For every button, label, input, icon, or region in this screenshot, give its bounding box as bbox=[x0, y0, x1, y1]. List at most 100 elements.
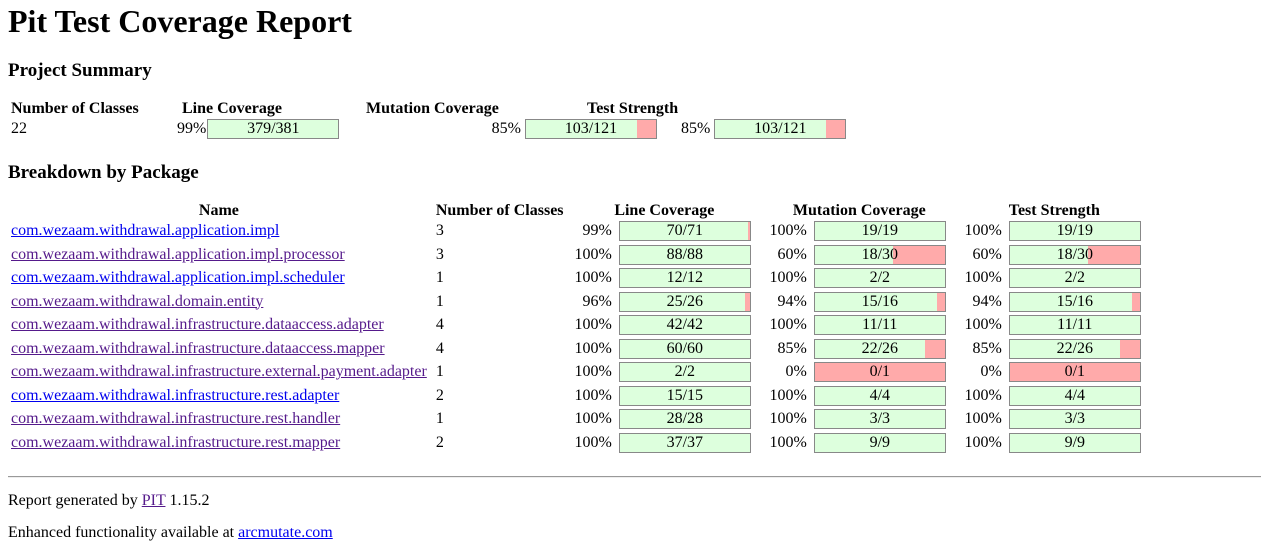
enhanced-text: Enhanced functionality available at bbox=[8, 524, 239, 541]
package-link[interactable]: com.wezaam.withdrawal.domain.entity bbox=[11, 292, 264, 310]
package-link[interactable]: com.wezaam.withdrawal.infrastructure.res… bbox=[11, 433, 341, 451]
package-row: com.wezaam.withdrawal.infrastructure.dat… bbox=[8, 315, 1152, 339]
package-classes: 2 bbox=[435, 433, 444, 451]
package-mutation-coverage-bar: 4/4 bbox=[813, 385, 946, 406]
package-mutation-coverage-pct: 100% bbox=[769, 316, 807, 333]
package-link[interactable]: com.wezaam.withdrawal.infrastructure.res… bbox=[11, 410, 341, 427]
package-test-strength-pct: 60% bbox=[972, 245, 1002, 263]
package-line-coverage-text: 70/71 bbox=[666, 222, 704, 239]
package-line-coverage-pct: 96% bbox=[582, 292, 612, 310]
package-test-strength-text: 0/1 bbox=[1064, 363, 1086, 380]
package-line-coverage-text: 15/15 bbox=[666, 386, 704, 404]
package-link[interactable]: com.wezaam.withdrawal.infrastructure.dat… bbox=[11, 339, 385, 357]
summary-line-text: 379/381 bbox=[247, 120, 300, 137]
package-classes: 1 bbox=[435, 292, 444, 310]
package-test-strength-pct: 100% bbox=[964, 433, 1002, 451]
summary-header-mutation: Mutation Coverage bbox=[366, 100, 499, 117]
package-test-strength-text: 18/30 bbox=[1056, 245, 1094, 263]
summary-classes-value: 22 bbox=[11, 120, 27, 137]
package-mutation-coverage-bar: 9/9 bbox=[813, 432, 946, 453]
package-line-coverage-text: 28/28 bbox=[666, 410, 704, 427]
package-mutation-coverage-pct: 60% bbox=[777, 245, 807, 263]
package-test-strength-pct: 100% bbox=[964, 386, 1002, 404]
package-mutation-coverage-bar: 22/26 bbox=[813, 338, 946, 359]
package-line-coverage-pct: 99% bbox=[582, 222, 612, 239]
package-mutation-coverage-pct: 100% bbox=[769, 269, 807, 286]
package-row: com.wezaam.withdrawal.infrastructure.res… bbox=[8, 409, 1152, 433]
package-line-coverage-text: 37/37 bbox=[666, 433, 704, 451]
package-mutation-coverage-text: 19/19 bbox=[861, 222, 899, 239]
package-mutation-coverage-bar: 11/11 bbox=[813, 315, 946, 335]
package-mutation-coverage-pct: 85% bbox=[777, 339, 807, 357]
package-line-coverage-pct: 100% bbox=[574, 245, 612, 263]
package-test-strength-text: 15/16 bbox=[1056, 292, 1094, 310]
package-mutation-coverage-pct: 100% bbox=[769, 410, 807, 427]
package-line-coverage-pct: 100% bbox=[574, 363, 612, 380]
summary-header-line: Line Coverage bbox=[182, 100, 282, 117]
generated-by-line: Report generated by PIT 1.15.2 bbox=[8, 492, 209, 510]
breakdown-header-name: Name bbox=[198, 202, 239, 219]
package-mutation-coverage-text: 0/1 bbox=[869, 363, 891, 380]
project-summary-table: Number of Classes Line Coverage Mutation… bbox=[8, 99, 847, 143]
package-link[interactable]: com.wezaam.withdrawal.infrastructure.res… bbox=[11, 386, 340, 404]
package-test-strength-text: 4/4 bbox=[1064, 386, 1086, 404]
package-line-coverage-bar: 42/42 bbox=[618, 315, 751, 335]
package-classes: 3 bbox=[435, 222, 444, 239]
package-row: com.wezaam.withdrawal.application.impl.s… bbox=[8, 268, 1152, 292]
summary-strength-bar: 103/121 bbox=[714, 119, 847, 139]
package-row: com.wezaam.withdrawal.application.impl.p… bbox=[8, 244, 1152, 269]
package-test-strength-bar: 2/2 bbox=[1008, 268, 1141, 288]
package-link[interactable]: com.wezaam.withdrawal.infrastructure.ext… bbox=[11, 363, 427, 380]
package-mutation-coverage-text: 11/11 bbox=[862, 316, 898, 333]
package-mutation-coverage-bar: 0/1 bbox=[813, 362, 946, 382]
summary-mutation-pct: 85% bbox=[491, 120, 521, 137]
package-link[interactable]: com.wezaam.withdrawal.application.impl.s… bbox=[11, 269, 345, 286]
package-link[interactable]: com.wezaam.withdrawal.infrastructure.dat… bbox=[11, 316, 384, 333]
package-mutation-coverage-bar: 3/3 bbox=[813, 409, 946, 429]
package-link[interactable]: com.wezaam.withdrawal.application.impl bbox=[11, 222, 280, 239]
package-row: com.wezaam.withdrawal.domain.entity 1 96… bbox=[8, 291, 1152, 316]
package-line-coverage-text: 2/2 bbox=[674, 363, 696, 380]
package-test-strength-pct: 0% bbox=[980, 363, 1002, 380]
package-test-strength-bar: 22/26 bbox=[1008, 338, 1141, 359]
package-row: com.wezaam.withdrawal.application.impl 3… bbox=[8, 221, 1152, 245]
breakdown-header-classes: Number of Classes bbox=[435, 202, 564, 219]
package-line-coverage-bar: 28/28 bbox=[618, 409, 751, 429]
package-test-strength-bar: 18/30 bbox=[1008, 244, 1141, 265]
package-row: com.wezaam.withdrawal.infrastructure.res… bbox=[8, 432, 1152, 457]
arcmutate-link[interactable]: arcmutate.com bbox=[238, 524, 333, 541]
package-line-coverage-bar: 88/88 bbox=[618, 244, 751, 265]
package-link[interactable]: com.wezaam.withdrawal.application.impl.p… bbox=[11, 245, 345, 263]
summary-header-strength: Test Strength bbox=[587, 100, 679, 117]
generated-by-text: Report generated by bbox=[8, 492, 142, 509]
package-line-coverage-bar: 60/60 bbox=[618, 338, 751, 359]
package-mutation-coverage-text: 2/2 bbox=[869, 269, 891, 286]
package-line-coverage-pct: 100% bbox=[574, 410, 612, 427]
package-mutation-coverage-bar: 15/16 bbox=[813, 291, 946, 312]
package-classes: 2 bbox=[435, 386, 444, 404]
summary-row: 22 99% 379/381 85% 103/121 85% 103/121 bbox=[8, 119, 847, 143]
package-test-strength-text: 2/2 bbox=[1064, 269, 1086, 286]
package-line-coverage-bar: 12/12 bbox=[618, 268, 751, 288]
package-mutation-coverage-text: 22/26 bbox=[861, 339, 899, 357]
package-test-strength-pct: 100% bbox=[964, 269, 1002, 286]
package-mutation-coverage-pct: 100% bbox=[769, 222, 807, 239]
package-test-strength-text: 3/3 bbox=[1064, 410, 1086, 427]
package-mutation-coverage-text: 4/4 bbox=[869, 386, 891, 404]
summary-mutation-bar: 103/121 bbox=[524, 119, 657, 139]
package-test-strength-text: 22/26 bbox=[1056, 339, 1094, 357]
summary-strength-pct: 85% bbox=[681, 120, 711, 137]
package-test-strength-text: 9/9 bbox=[1064, 433, 1086, 451]
summary-line-pct: 99% bbox=[177, 120, 207, 137]
breakdown-header-strength: Test Strength bbox=[1008, 202, 1100, 219]
pit-link[interactable]: PIT bbox=[141, 492, 166, 509]
package-line-coverage-pct: 100% bbox=[574, 433, 612, 451]
breakdown-header-mutation: Mutation Coverage bbox=[792, 202, 926, 219]
summary-mutation-text: 103/121 bbox=[564, 120, 618, 137]
package-breakdown-table: Name Number of Classes Line Coverage Mut… bbox=[8, 201, 1152, 456]
package-line-coverage-bar: 15/15 bbox=[618, 385, 751, 406]
package-mutation-coverage-pct: 100% bbox=[769, 433, 807, 451]
package-test-strength-bar: 19/19 bbox=[1008, 221, 1141, 241]
package-row: com.wezaam.withdrawal.infrastructure.dat… bbox=[8, 338, 1152, 363]
package-classes: 1 bbox=[435, 410, 444, 427]
